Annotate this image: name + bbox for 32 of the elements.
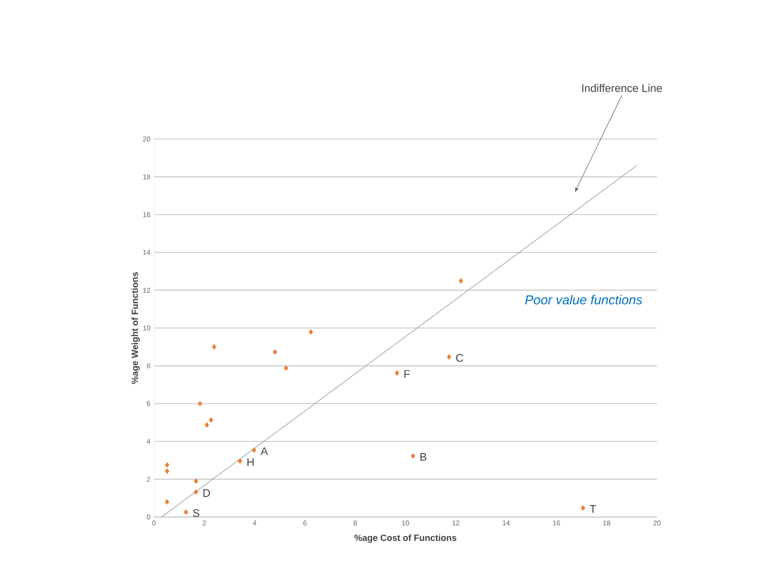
text: Indifference Line xyxy=(582,84,662,92)
point xyxy=(184,509,188,515)
annotation: C xyxy=(456,354,464,362)
point xyxy=(164,499,170,505)
point xyxy=(458,278,463,284)
point xyxy=(410,453,416,459)
point xyxy=(194,489,198,495)
point xyxy=(208,417,214,423)
annotation: F xyxy=(404,370,410,378)
point xyxy=(194,478,198,484)
x-axis-title: %age Cost of Functions xyxy=(354,534,456,543)
annotation: A xyxy=(260,447,268,455)
y-axis-title: %age Weight of Functions xyxy=(131,272,140,384)
point xyxy=(164,462,170,468)
point xyxy=(284,365,288,371)
point xyxy=(238,458,242,464)
point xyxy=(394,370,400,376)
point xyxy=(212,344,216,350)
annotation: S xyxy=(192,509,200,517)
point xyxy=(308,329,314,335)
annotation: T xyxy=(590,505,596,513)
point xyxy=(446,354,452,360)
annotation: D xyxy=(203,489,210,497)
point xyxy=(580,505,586,511)
point xyxy=(164,468,170,474)
annotation: H xyxy=(247,458,254,466)
point xyxy=(272,349,278,355)
point xyxy=(204,422,209,428)
annotation: B xyxy=(420,453,426,461)
annotation: Poor value functions xyxy=(525,294,642,304)
point xyxy=(252,447,256,453)
point xyxy=(198,400,202,406)
